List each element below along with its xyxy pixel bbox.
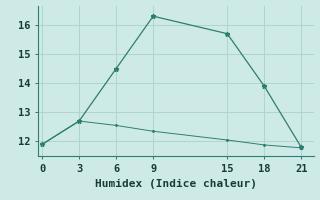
- X-axis label: Humidex (Indice chaleur): Humidex (Indice chaleur): [95, 179, 257, 189]
